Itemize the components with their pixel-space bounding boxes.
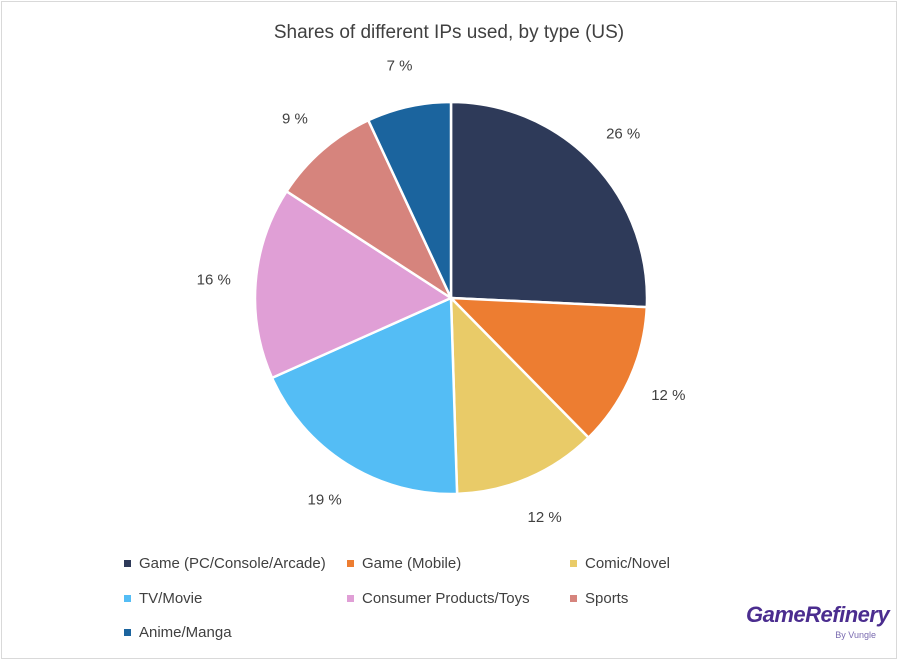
logo-text: GameRefinery <box>746 602 890 627</box>
pie-slice-tv-movie <box>270 296 459 496</box>
data-label: 12 % <box>651 387 685 404</box>
pie-slice-sports <box>284 118 454 302</box>
pie-slice-game-mobile <box>447 296 649 440</box>
data-label: 19 % <box>307 492 341 509</box>
gamerefinery-logo: GameRefinery By Vungle <box>746 602 890 648</box>
data-label: 9 % <box>282 110 308 127</box>
data-label: 7 % <box>387 58 413 75</box>
data-label: 12 % <box>528 509 562 526</box>
pie-slice-consumer-products-toys <box>253 189 454 380</box>
pie-slice-game-pc-console-arcade <box>449 100 649 309</box>
pie-slice-anime-manga <box>366 100 453 299</box>
logo-subtext: By Vungle <box>835 630 876 640</box>
data-label: 16 % <box>197 272 231 289</box>
chart-title: Shares of different IPs used, by type (U… <box>273 22 625 43</box>
pie-slice-comic-novel <box>449 294 591 496</box>
data-label: 26 % <box>606 126 640 143</box>
